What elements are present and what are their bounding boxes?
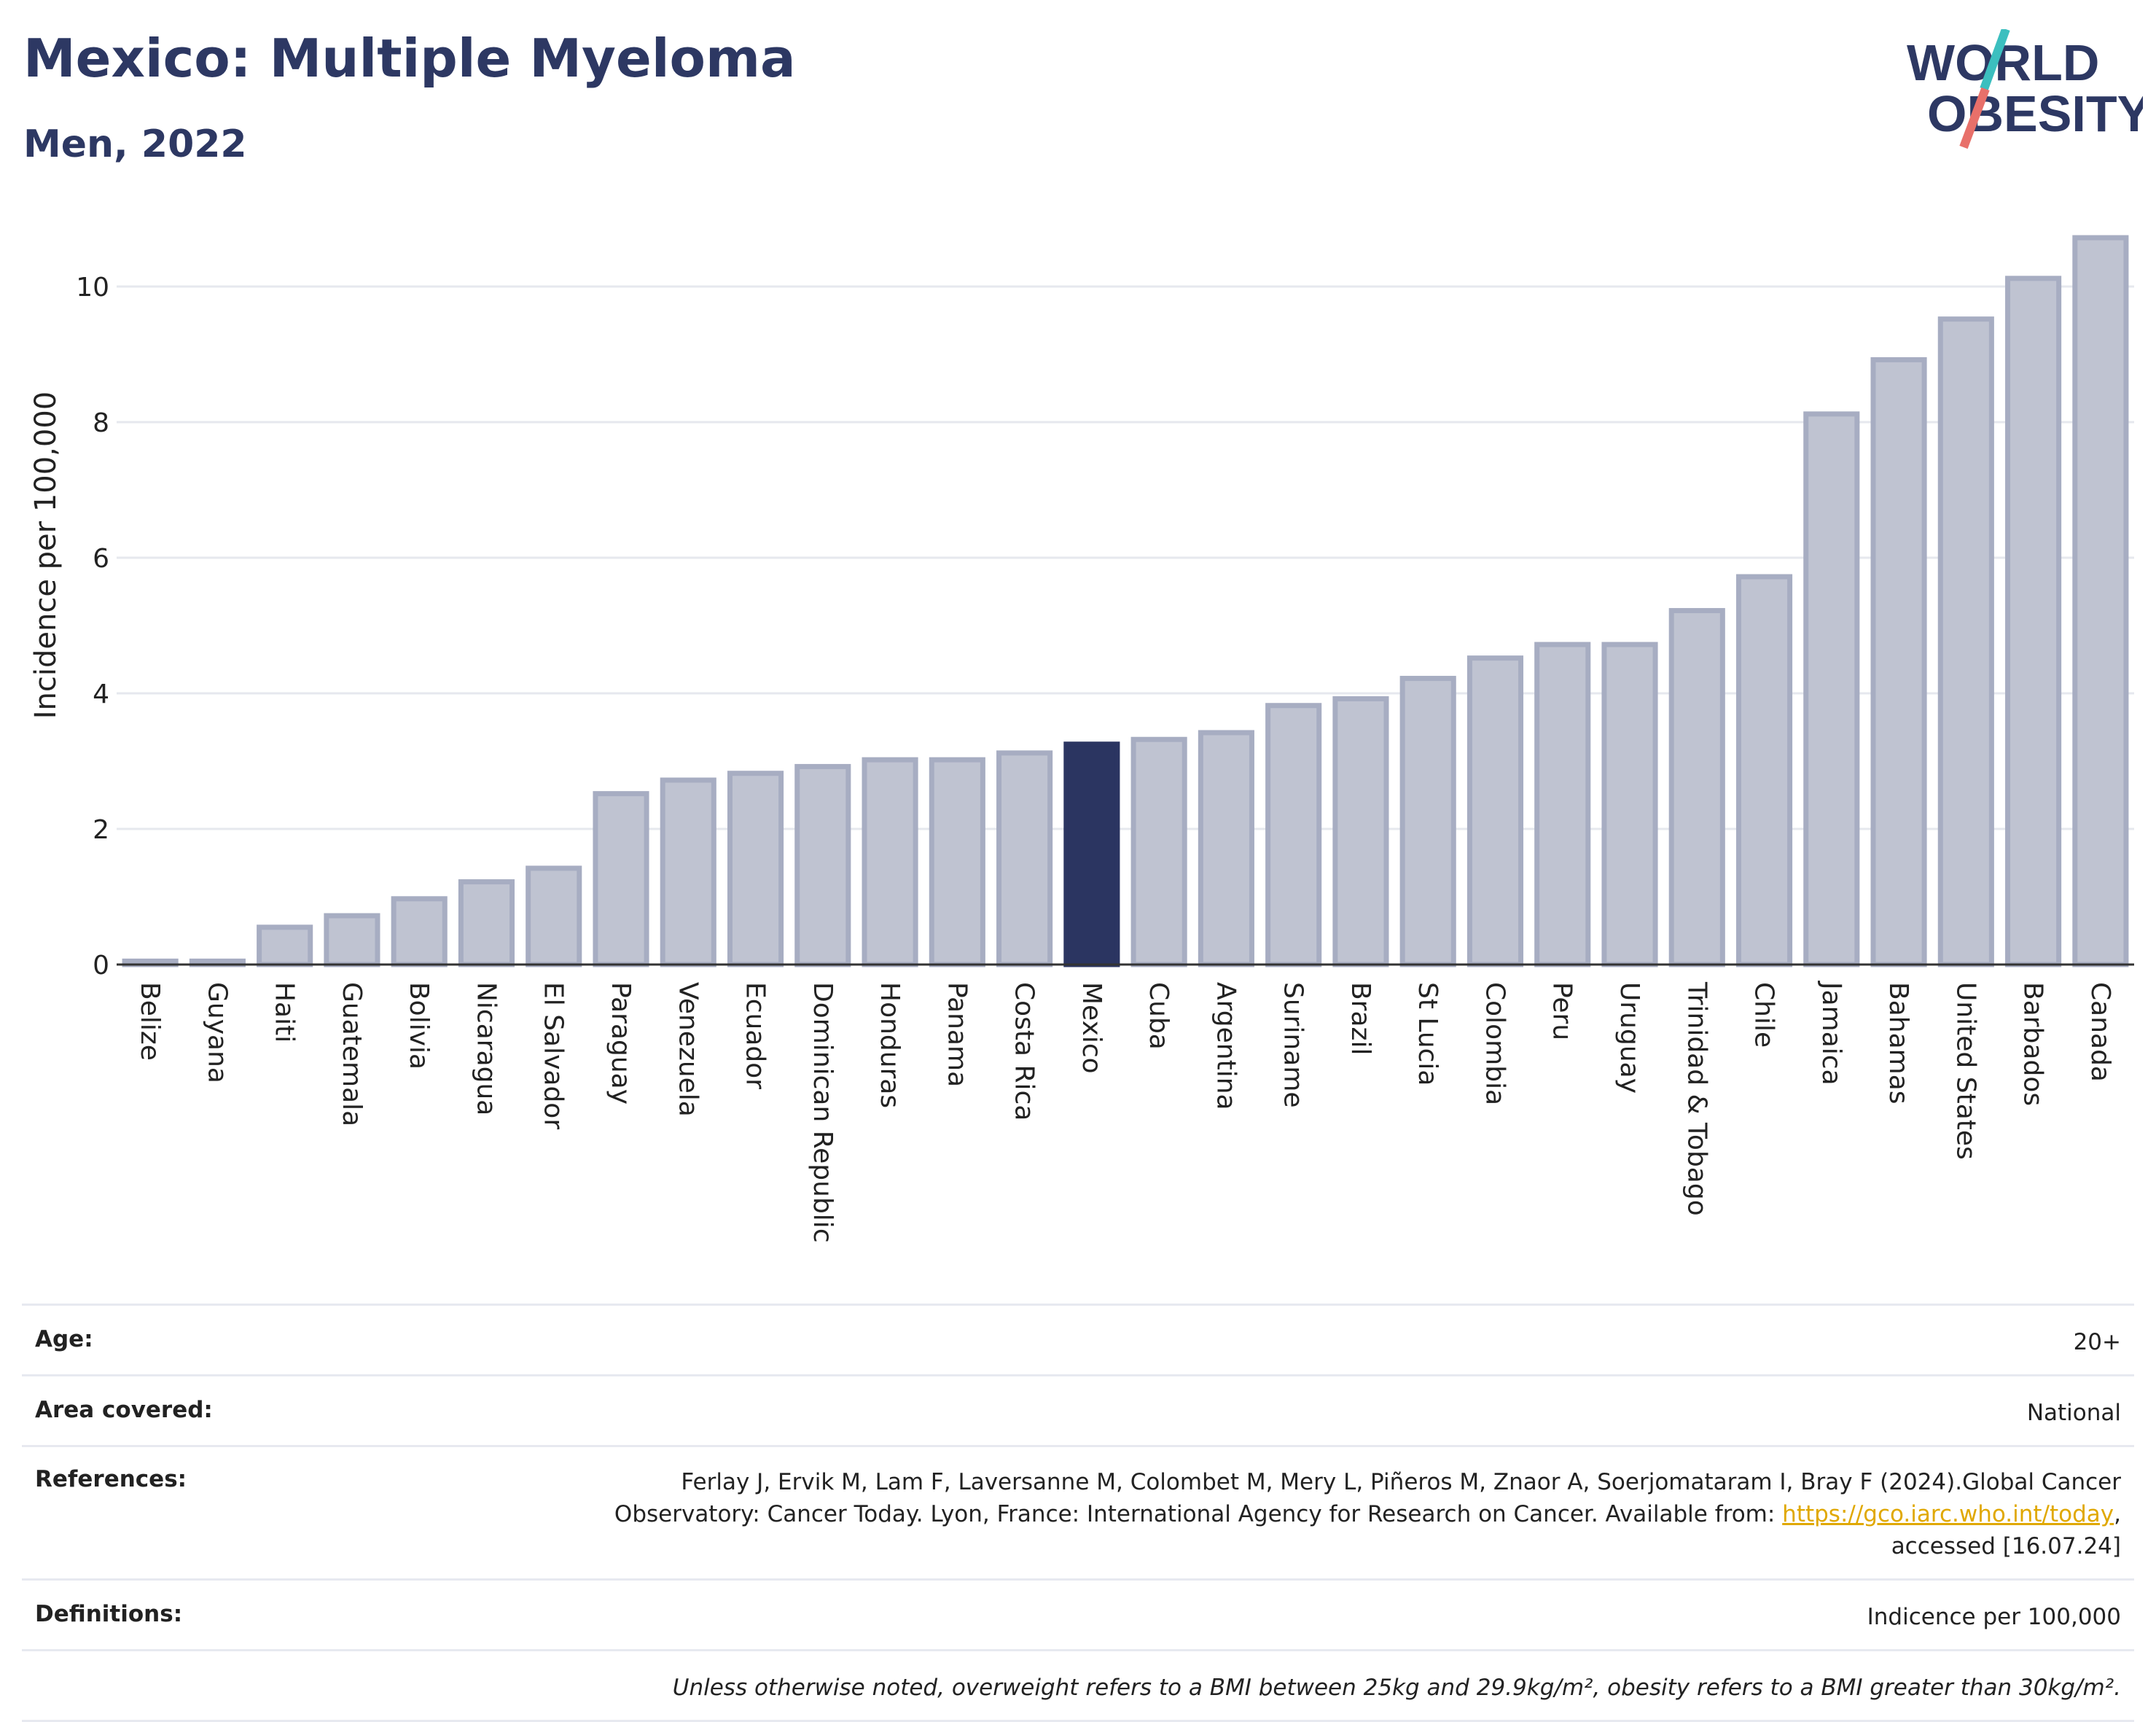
x-tick-label: Venezuela	[673, 982, 703, 1117]
bar-el-salvador	[526, 865, 582, 967]
x-tick-label: Mexico	[1077, 982, 1106, 1074]
bar-haiti	[257, 924, 313, 967]
x-tick-label: Costa Rica	[1009, 982, 1039, 1121]
bar-panama	[929, 757, 985, 967]
bmi-note: Unless otherwise noted, overweight refer…	[672, 1675, 2121, 1701]
x-tick-label: Trinidad & Tobago	[1682, 981, 1711, 1216]
meta-row-area: Area covered: National	[22, 1374, 2134, 1445]
bar-trinidad-tobago	[1668, 608, 1725, 967]
logo-slash-teal	[1980, 29, 2010, 91]
x-tick-label: Brazil	[1345, 982, 1375, 1055]
bar-mexico	[1063, 741, 1120, 967]
x-tick-label: Panama	[942, 982, 972, 1087]
bar-costa-rica	[996, 750, 1053, 967]
bars	[122, 235, 2129, 967]
age-value: 20+	[2073, 1329, 2121, 1355]
x-tick-label: El Salvador	[539, 982, 569, 1129]
y-tick-label: 0	[93, 951, 109, 981]
x-tick-label: Honduras	[875, 982, 905, 1108]
x-tick-label: Dominican Republic	[808, 982, 837, 1243]
logo-word-obesity: OBESITY	[1927, 85, 2143, 142]
bar-barbados	[2005, 276, 2062, 967]
x-tick-label: Barbados	[2018, 982, 2048, 1106]
x-tick-label: Jamaica	[1816, 981, 1846, 1086]
bar-st-lucia	[1399, 676, 1456, 967]
x-tick-label: Belize	[135, 982, 165, 1061]
x-tick-label: Ecuador	[741, 982, 770, 1089]
bar-jamaica	[1803, 411, 1860, 967]
bar-united-states	[1937, 316, 1994, 967]
x-tick-label: Paraguay	[606, 982, 636, 1105]
area-value: National	[2026, 1400, 2121, 1426]
page-subtitle: Men, 2022	[23, 122, 247, 166]
x-tick-label: Colombia	[1480, 982, 1509, 1105]
meta-row-references: References: Ferlay J, Ervik M, Lam F, La…	[22, 1445, 2134, 1578]
grid-lines	[117, 285, 2134, 830]
logo-slash-coral	[1959, 87, 1990, 149]
x-tick-label: Cuba	[1144, 982, 1173, 1050]
x-tick-label: Peru	[1547, 982, 1577, 1040]
age-label: Age:	[35, 1326, 93, 1352]
bar-paraguay	[593, 791, 649, 967]
bar-dominican-republic	[794, 763, 851, 967]
bar-nicaragua	[458, 879, 515, 967]
references-line-3: accessed [16.07.24]	[1891, 1533, 2121, 1559]
x-tick-label: Canada	[2085, 982, 2115, 1082]
bar-suriname	[1265, 703, 1322, 967]
x-tick-label: Argentina	[1211, 982, 1241, 1110]
x-tick-label: United States	[1950, 982, 1980, 1160]
y-tick-label: 10	[76, 273, 109, 303]
y-tick-label: 8	[93, 408, 109, 438]
references-line-2: Observatory: Cancer Today. Lyon, France:…	[614, 1501, 1783, 1527]
metadata-table: Age: 20+ Area covered: National Referenc…	[22, 1304, 2134, 1722]
x-tick-label: Chile	[1749, 982, 1779, 1048]
bar-ecuador	[727, 771, 784, 967]
area-label: Area covered:	[35, 1397, 213, 1423]
x-tick-label: Bolivia	[404, 982, 434, 1070]
definitions-value: Indicence per 100,000	[1867, 1604, 2121, 1630]
y-tick-labels: 0 2 4 6 8 10	[76, 273, 109, 981]
bar-canada	[2072, 235, 2129, 967]
references-line-2-end: ,	[2114, 1501, 2121, 1527]
x-tick-labels: Belize Guyana Haiti Guatemala Bolivia Nicarag…	[135, 981, 2115, 1243]
y-tick-label: 4	[93, 679, 109, 709]
y-tick-label: 6	[93, 544, 109, 574]
bar-argentina	[1198, 730, 1254, 967]
bar-bolivia	[391, 896, 448, 967]
x-tick-label: Nicaragua	[471, 982, 501, 1115]
x-tick-label: Guatemala	[337, 982, 367, 1126]
x-tick-label: St Lucia	[1413, 982, 1442, 1086]
references-label: References:	[35, 1466, 187, 1492]
references-line-1: Ferlay J, Ervik M, Lam F, Laversanne M, …	[681, 1469, 2121, 1495]
x-tick-label: Haiti	[270, 982, 300, 1043]
x-tick-label: Guyana	[202, 982, 232, 1083]
y-axis-label: Incidence per 100,000	[29, 391, 63, 720]
bar-cuba	[1130, 736, 1187, 967]
references-value: Ferlay J, Ervik M, Lam F, Laversanne M, …	[614, 1466, 2121, 1562]
meta-row-note: Unless otherwise noted, overweight refer…	[22, 1649, 2134, 1722]
meta-row-age: Age: 20+	[22, 1304, 2134, 1374]
x-tick-label: Bahamas	[1883, 982, 1913, 1105]
bar-colombia	[1466, 655, 1524, 967]
x-tick-label: Uruguay	[1614, 982, 1644, 1094]
bar-chile	[1735, 574, 1793, 967]
x-tick-label: Suriname	[1278, 982, 1308, 1108]
bar-brazil	[1332, 696, 1389, 967]
bar-chart: 0 2 4 6 8 10 Belize Guyana Haiti Guatemala Bolivi…	[29, 235, 2134, 1243]
definitions-label: Definitions:	[35, 1601, 183, 1627]
bar-peru	[1534, 642, 1591, 967]
y-tick-label: 2	[93, 815, 109, 845]
bar-uruguay	[1601, 642, 1658, 967]
bar-guatemala	[324, 913, 380, 967]
page-title: Mexico: Multiple Myeloma	[23, 28, 796, 89]
bar-bahamas	[1870, 357, 1927, 967]
meta-row-definitions: Definitions: Indicence per 100,000	[22, 1578, 2134, 1649]
bar-honduras	[862, 757, 918, 967]
bar-venezuela	[660, 777, 716, 967]
world-obesity-logo: WORLD OBESITY	[1907, 29, 2143, 149]
references-link[interactable]: https://gco.iarc.who.int/today	[1782, 1501, 2114, 1527]
